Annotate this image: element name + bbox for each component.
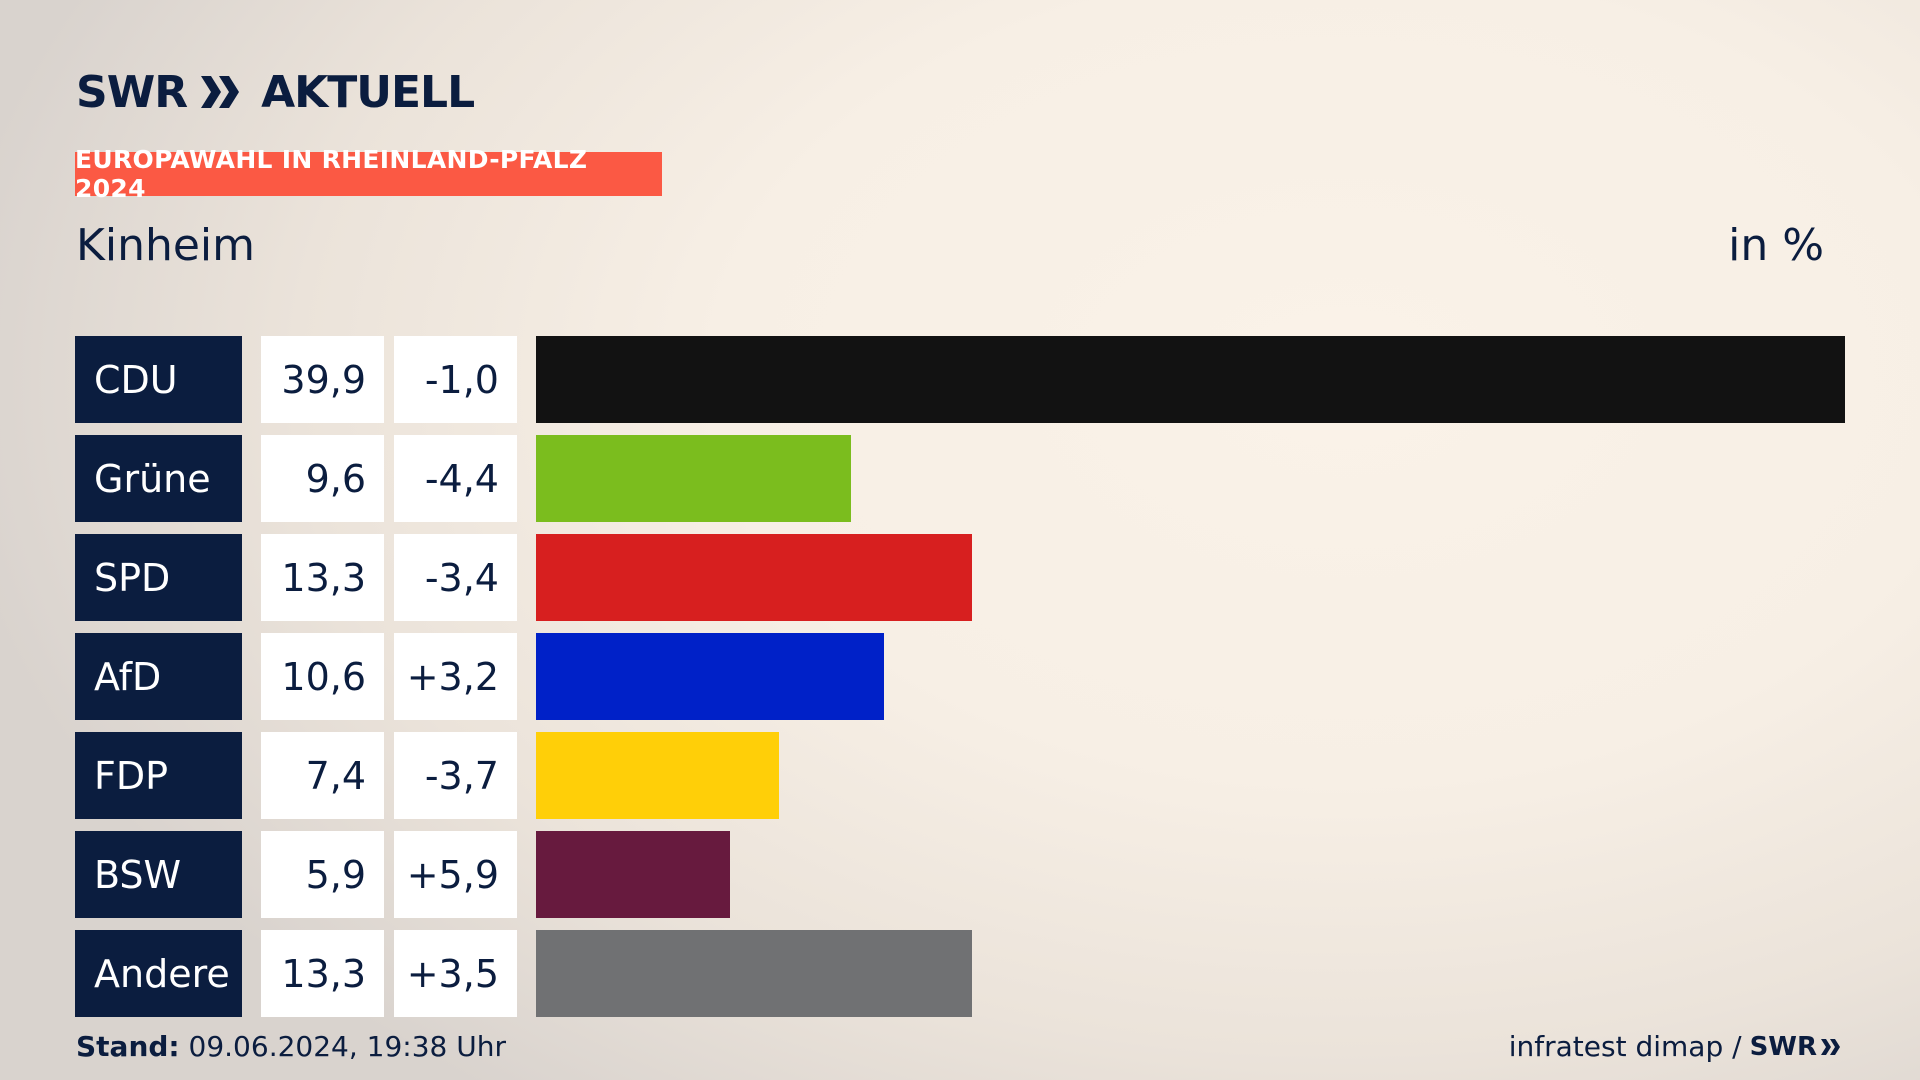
result-bar — [536, 534, 972, 621]
vote-change-value: +5,9 — [394, 831, 517, 918]
result-row: CDU 39,9 -1,0 — [75, 336, 1845, 423]
swr-small-wordmark: SWR — [1749, 1031, 1817, 1062]
result-row: AfD 10,6 +3,2 — [75, 633, 1845, 720]
party-label: Andere — [75, 930, 242, 1017]
vote-change-value: -3,7 — [394, 732, 517, 819]
place-title: Kinheim — [76, 220, 256, 271]
vote-share-value: 13,3 — [261, 534, 384, 621]
result-row: FDP 7,4 -3,7 — [75, 732, 1845, 819]
result-bar — [536, 633, 884, 720]
stand-value: 09.06.2024, 19:38 Uhr — [188, 1030, 506, 1063]
result-row: SPD 13,3 -3,4 — [75, 534, 1845, 621]
result-row: BSW 5,9 +5,9 — [75, 831, 1845, 918]
result-bar — [536, 930, 972, 1017]
result-bar — [536, 336, 1845, 423]
result-row: Andere 13,3 +3,5 — [75, 930, 1845, 1017]
swr-aktuell-logo: SWR AKTUELL — [76, 66, 475, 118]
double-chevron-small-icon — [1821, 1038, 1840, 1055]
party-label: BSW — [75, 831, 242, 918]
vote-change-value: -4,4 — [394, 435, 517, 522]
vote-change-value: -1,0 — [394, 336, 517, 423]
double-chevron-icon — [201, 76, 240, 108]
vote-share-value: 9,6 — [261, 435, 384, 522]
source-credit: infratest dimap / SWR — [1509, 1030, 1842, 1063]
stand-label: Stand: — [76, 1030, 180, 1063]
result-bar — [536, 831, 730, 918]
timestamp: Stand: 09.06.2024, 19:38 Uhr — [76, 1030, 506, 1063]
aktuell-wordmark: AKTUELL — [261, 66, 475, 118]
result-bar — [536, 435, 851, 522]
results-chart: CDU 39,9 -1,0 Grüne 9,6 -4,4 SPD 13,3 -3,4 AfD 10,… — [75, 336, 1845, 1029]
swr-small-logo: SWR — [1750, 1032, 1842, 1062]
vote-change-value: +3,2 — [394, 633, 517, 720]
result-bar — [536, 732, 779, 819]
unit-label: in % — [1728, 220, 1824, 271]
party-label: SPD — [75, 534, 242, 621]
vote-change-value: +3,5 — [394, 930, 517, 1017]
party-label: Grüne — [75, 435, 242, 522]
vote-share-value: 10,6 — [261, 633, 384, 720]
vote-share-value: 13,3 — [261, 930, 384, 1017]
source-text: infratest dimap / — [1508, 1030, 1742, 1063]
vote-share-value: 39,9 — [261, 336, 384, 423]
party-label: AfD — [75, 633, 242, 720]
vote-change-value: -3,4 — [394, 534, 517, 621]
vote-share-value: 5,9 — [261, 831, 384, 918]
party-label: CDU — [75, 336, 242, 423]
swr-wordmark: SWR — [76, 66, 188, 118]
party-label: FDP — [75, 732, 242, 819]
result-row: Grüne 9,6 -4,4 — [75, 435, 1845, 522]
vote-share-value: 7,4 — [261, 732, 384, 819]
election-badge: EUROPAWAHL IN RHEINLAND-PFALZ 2024 — [75, 145, 662, 203]
